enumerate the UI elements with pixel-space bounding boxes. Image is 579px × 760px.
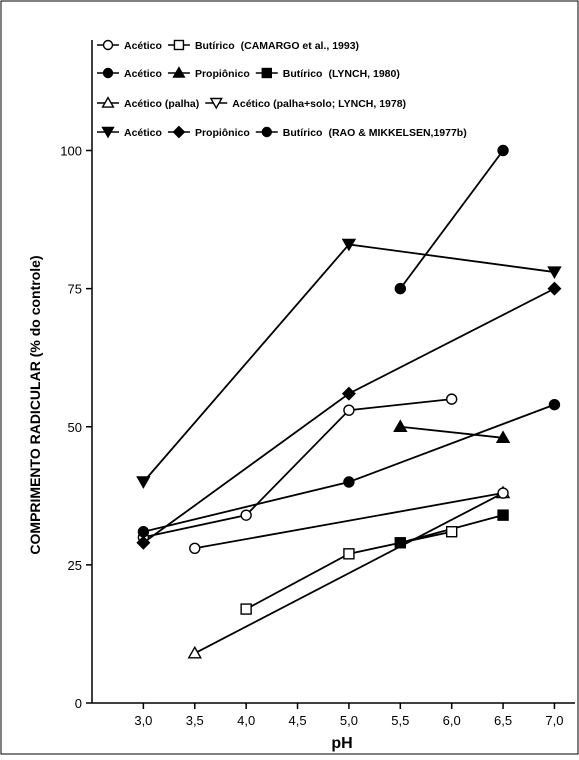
x-tick-label: 6,5 <box>494 713 512 728</box>
legend-marker <box>261 126 272 138</box>
legend-marker <box>102 67 114 79</box>
legend-source: (RAO & MIKKELSEN,1977b) <box>328 127 466 139</box>
data-point <box>136 476 151 489</box>
legend-marker <box>102 39 114 51</box>
y-tick-label: 50 <box>68 420 82 435</box>
data-point <box>394 537 406 549</box>
data-point <box>343 404 355 416</box>
legend-label: Acético <box>124 127 162 139</box>
legend-label: Butírico <box>283 127 323 139</box>
legend-label: Butírico <box>283 68 323 80</box>
data-point <box>445 393 458 405</box>
y-axis-label: COMPRIMENTO RADICULAR (% do controle) <box>27 255 43 554</box>
y-tick-label: 25 <box>68 558 82 573</box>
data-point <box>445 526 458 538</box>
data-point <box>187 645 202 659</box>
data-point <box>343 476 355 488</box>
data-point <box>497 144 509 157</box>
legend-marker <box>261 67 272 79</box>
legend-marker <box>101 96 115 108</box>
x-tick-label: 5,0 <box>340 713 358 728</box>
data-point <box>136 535 151 550</box>
x-axis-label: pH <box>331 735 352 752</box>
legend-marker <box>209 97 223 110</box>
legend-source: (LYNCH, 1980) <box>328 68 399 80</box>
data-point <box>547 281 562 296</box>
data-point <box>341 238 357 252</box>
x-tick-label: 7,0 <box>545 713 563 728</box>
data-point <box>495 430 511 443</box>
series-line <box>194 492 504 550</box>
legend-label: Acético (palha+solo; LYNCH, 1978) <box>232 98 406 110</box>
legend-marker <box>172 125 186 139</box>
series-line <box>400 425 504 439</box>
series-line <box>194 492 504 655</box>
x-tick-label: 6,0 <box>443 713 461 728</box>
data-point <box>341 386 356 401</box>
x-tick-label: 3,0 <box>134 713 152 728</box>
legend-label: Acético (palha) <box>124 98 199 110</box>
legend-label: Acético <box>124 68 162 80</box>
data-point <box>497 509 509 521</box>
data-point <box>394 282 406 295</box>
series-line <box>143 398 452 539</box>
x-tick-label: 4,0 <box>237 713 255 728</box>
legend-source: (CAMARGO et al., 1993) <box>241 40 359 52</box>
data-point <box>393 419 408 432</box>
data-point <box>189 542 201 554</box>
data-point <box>547 266 562 279</box>
data-point <box>548 398 561 411</box>
data-point <box>497 487 509 499</box>
x-tick-label: 3,5 <box>186 713 204 728</box>
y-tick-label: 0 <box>75 696 82 711</box>
legend-marker <box>173 39 185 51</box>
x-tick-label: 4,5 <box>288 713 306 728</box>
data-point <box>343 548 355 560</box>
data-point <box>137 526 150 538</box>
legend-label: Butírico <box>195 40 235 52</box>
legend-label: Acético <box>124 40 162 52</box>
y-tick-label: 75 <box>68 282 82 297</box>
x-tick-label: 5,5 <box>391 713 409 728</box>
legend-label: Propiônico <box>195 68 250 80</box>
legend-label: Propiônico <box>195 127 250 139</box>
legend-marker <box>172 66 186 78</box>
data-point <box>240 603 252 615</box>
data-point <box>240 509 252 521</box>
series-line <box>399 149 504 290</box>
y-tick-label: 100 <box>60 144 82 159</box>
legend-marker <box>101 126 115 139</box>
